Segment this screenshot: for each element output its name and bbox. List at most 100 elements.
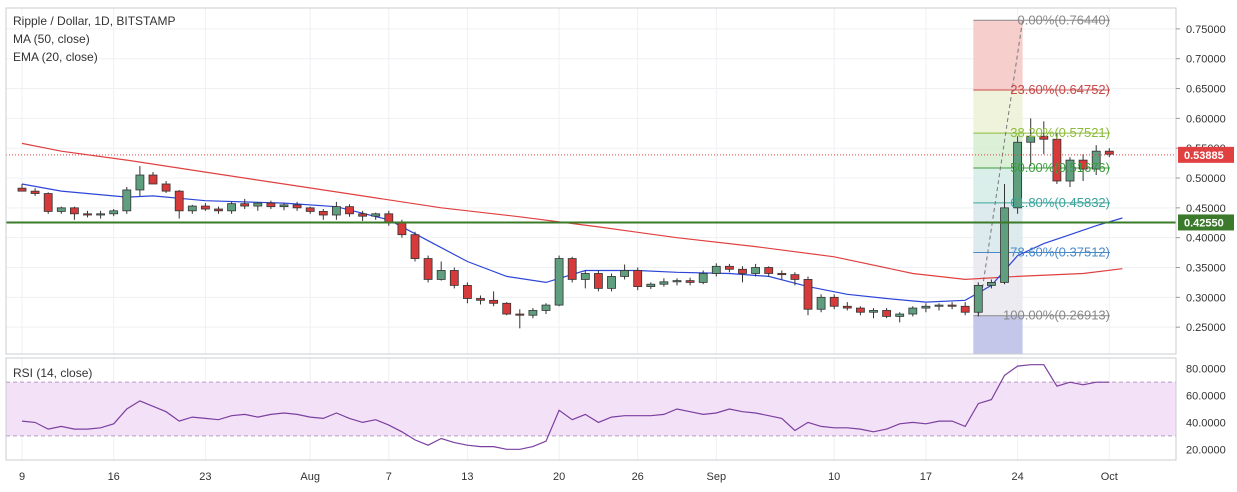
date-tick-label: 26 <box>632 471 644 483</box>
current-price-tag-label: 0.53885 <box>1184 150 1224 162</box>
candle-body <box>1104 150 1114 155</box>
price-tick-label: 0.25000 <box>1186 322 1226 334</box>
candle-body <box>83 213 92 216</box>
candle-body <box>764 267 774 274</box>
fibonacci-retracement[interactable] <box>973 19 1110 354</box>
candle-body <box>1052 138 1062 182</box>
candle-body <box>266 202 276 208</box>
fib-label: 61.80%(0.45832) <box>1010 195 1110 210</box>
rsi-tick-label: 40.0000 <box>1186 417 1226 429</box>
candle-body <box>816 296 826 310</box>
candle-body <box>17 187 27 192</box>
candle-body <box>345 206 354 215</box>
candle-body <box>672 280 682 283</box>
candle-body <box>358 213 368 217</box>
axes: 0.750000.700000.650000.600000.550000.500… <box>5 7 1234 483</box>
candle-body <box>187 205 197 212</box>
fib-label: 38.20%(0.57521) <box>1010 125 1110 140</box>
date-tick-label: 24 <box>1011 471 1023 483</box>
candle-body <box>987 282 996 286</box>
candle-body <box>371 213 381 217</box>
price-pane-border <box>5 7 1177 355</box>
candle-body <box>646 283 656 287</box>
candle-body <box>1000 207 1009 283</box>
candle-body <box>659 281 669 285</box>
fib-band <box>973 20 1023 91</box>
candle-body <box>384 213 394 224</box>
candle-body <box>436 270 446 280</box>
candle-body <box>476 298 485 301</box>
rsi-legend: RSI (14, close) <box>13 366 92 380</box>
candle-body <box>973 284 983 313</box>
candle-body <box>856 307 865 313</box>
candle-body <box>725 265 734 270</box>
support-price-tag <box>1178 214 1234 231</box>
candle-body <box>751 267 760 274</box>
fibonacci-labels: 0.00%(0.76440) 23.60%(0.64752) 38.20%(0.57… <box>1003 12 1110 322</box>
price-tick-label: 0.35000 <box>1186 263 1226 275</box>
candle-body <box>947 304 957 307</box>
date-tick-label: 10 <box>828 471 840 483</box>
candle-body <box>292 204 302 209</box>
candle-body <box>541 304 551 311</box>
date-tick-label: 9 <box>19 471 25 483</box>
rsi-tick-label: 80.0000 <box>1186 364 1226 376</box>
candle-body <box>148 174 158 185</box>
candle-body <box>227 203 237 212</box>
candle-body <box>1039 135 1049 140</box>
date-tick-label: 23 <box>199 471 211 483</box>
candle-body <box>240 203 250 207</box>
candle-body <box>43 193 53 212</box>
date-tick-label: Sep <box>707 471 727 483</box>
price-tick-label: 0.75000 <box>1186 24 1226 36</box>
candle-body <box>279 204 289 208</box>
fib-label: 100.00%(0.26913) <box>1003 308 1110 323</box>
price-tick-label: 0.70000 <box>1186 54 1226 66</box>
ma-legend: MA (50, close) <box>13 32 90 46</box>
candle-body <box>122 189 132 212</box>
candle-body <box>803 279 813 310</box>
candle-body <box>829 296 839 307</box>
candle-body <box>882 310 891 317</box>
date-tick-label: 13 <box>461 471 473 483</box>
candle-body <box>607 276 616 289</box>
price-tick-label: 0.45000 <box>1186 203 1226 215</box>
fib-band <box>973 90 1023 134</box>
candle-body <box>934 304 944 307</box>
candle-body <box>580 273 590 280</box>
candle-body <box>449 270 459 286</box>
price-tick-label: 0.50000 <box>1186 173 1226 185</box>
candle-body <box>1091 150 1101 170</box>
rsi-tick-label: 60.0000 <box>1186 391 1226 403</box>
fib-label: 50.00%(0.51676) <box>1010 160 1110 175</box>
candle-body <box>685 280 695 283</box>
candle-body <box>620 270 629 277</box>
date-tick-label: 16 <box>108 471 120 483</box>
candle-body <box>489 299 499 304</box>
candle-body <box>738 268 747 274</box>
candle-body <box>397 222 407 236</box>
fib-label: 23.60%(0.64752) <box>1010 82 1110 97</box>
candle-body <box>790 274 800 280</box>
candle-body <box>895 313 905 317</box>
ma50-line <box>21 142 1123 281</box>
candle-body <box>109 210 119 215</box>
price-tick-label: 0.30000 <box>1186 292 1226 304</box>
candle-body <box>331 206 341 216</box>
candle-body <box>423 258 433 280</box>
fib-band <box>973 202 1023 253</box>
date-tick-label: 7 <box>386 471 392 483</box>
candle-body <box>200 205 210 210</box>
rsi-pane-border <box>5 357 1177 461</box>
ema-legend: EMA (20, close) <box>13 50 98 64</box>
candle-body <box>56 207 66 212</box>
candle-body <box>1065 159 1075 182</box>
candle-body <box>135 174 145 191</box>
price-tick-label: 0.40000 <box>1186 233 1226 245</box>
date-tick-label: 20 <box>553 471 565 483</box>
candle-body <box>698 273 708 283</box>
candle-body <box>502 302 512 315</box>
candle-body <box>528 310 538 316</box>
candle-body <box>960 305 970 313</box>
